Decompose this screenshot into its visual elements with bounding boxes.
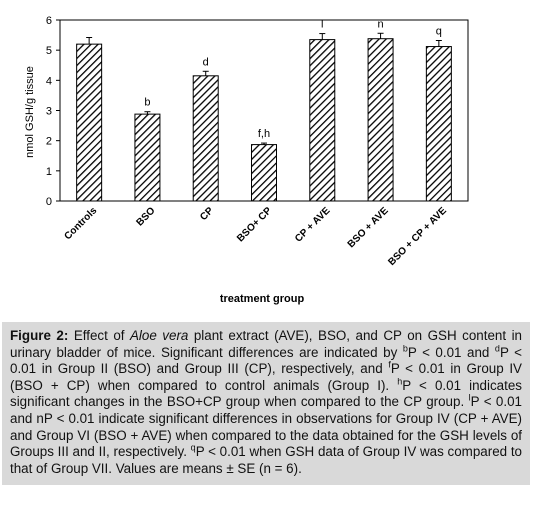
bar bbox=[76, 43, 103, 202]
x-category-label: CP + AVE bbox=[293, 205, 333, 245]
caption-sup-b: b bbox=[402, 343, 408, 354]
bar-annotation: l bbox=[321, 19, 323, 31]
caption-text-4: P < 0.01 in Group II (BSO) and Group III… bbox=[10, 344, 522, 377]
x-category-label: CP bbox=[198, 205, 216, 223]
caption-italic-aloe: Aloe vera bbox=[130, 328, 189, 343]
figure-caption: Figure 2: Effect of Aloe vera plant extr… bbox=[2, 322, 530, 486]
y-tick-label: 5 bbox=[46, 45, 52, 57]
bar-chart: nmol GSH/g tissue treatment group 0 1 2 3 4 5… bbox=[24, 15, 469, 305]
x-category-label: BSO + CP + AVE bbox=[386, 205, 449, 268]
caption-text-6: P < 0.01 indicates significant changes i… bbox=[10, 377, 522, 410]
bar bbox=[367, 38, 394, 202]
caption-text-1: Effect of bbox=[68, 328, 130, 343]
caption-sup-f: f bbox=[388, 359, 391, 370]
bar bbox=[192, 75, 219, 202]
y-tick-label: 3 bbox=[46, 106, 52, 118]
bar-annotation: q bbox=[436, 26, 442, 38]
caption-label: Figure 2: bbox=[10, 328, 69, 343]
caption-text-2: plant extract (AVE), BSO, and CP on GSH … bbox=[10, 328, 522, 360]
caption-sup-q: q bbox=[190, 442, 196, 453]
y-axis-title: nmol GSH/g tissue bbox=[24, 66, 36, 158]
caption-text-3: P < 0.01 and bbox=[407, 344, 495, 360]
bar-annotation: n bbox=[378, 18, 384, 30]
caption-text-7: P < 0.01 and nP < 0.01 indicate signific… bbox=[10, 394, 522, 460]
bar-annotation: b bbox=[144, 97, 150, 109]
y-tick-label: 6 bbox=[46, 15, 52, 27]
x-category-label: BSO + AVE bbox=[346, 205, 391, 250]
bar bbox=[425, 46, 452, 202]
bar-annotation: f,h bbox=[258, 128, 270, 140]
plot-area: 0 1 2 3 4 5 6 Controls b BSO d CP f,h BSO+ CP l CP + AV… bbox=[46, 15, 469, 268]
x-category-label: BSO bbox=[134, 205, 157, 228]
x-axis-title: treatment group bbox=[220, 293, 305, 305]
caption-sup-l: l bbox=[468, 392, 471, 403]
y-tick-label: 2 bbox=[46, 136, 52, 148]
caption-text-8: P < 0.01 when GSH data of Group IV was c… bbox=[10, 444, 522, 476]
bar bbox=[251, 144, 277, 202]
caption-sup-h: h bbox=[397, 376, 403, 387]
y-tick-label: 4 bbox=[46, 75, 52, 87]
caption-sup-d: d bbox=[494, 343, 500, 354]
caption-text-5: P < 0.01 in Group IV (BSO + CP) when com… bbox=[10, 361, 522, 393]
bar bbox=[309, 39, 336, 202]
x-category-label: Controls bbox=[62, 205, 99, 242]
y-tick-label: 1 bbox=[46, 166, 52, 178]
y-tick-label: 0 bbox=[46, 196, 52, 208]
bar-annotation: d bbox=[203, 56, 209, 68]
bar bbox=[134, 113, 161, 202]
x-category-label: BSO+ CP bbox=[235, 205, 274, 244]
